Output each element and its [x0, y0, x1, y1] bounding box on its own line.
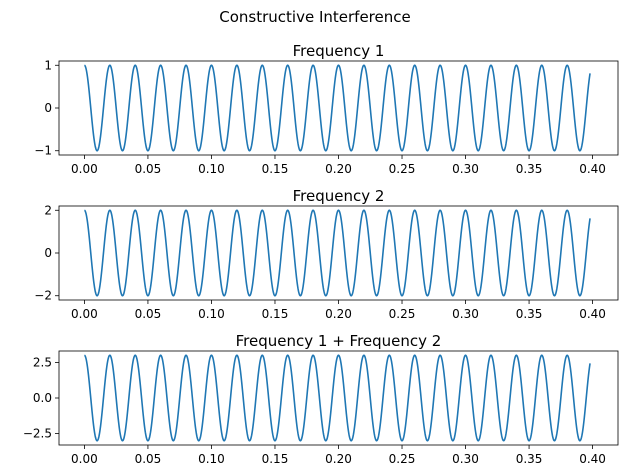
- y-tick-label: 2: [44, 203, 52, 217]
- x-tick-label: 0.30: [452, 452, 479, 466]
- panel-frequency-1: Frequency 1 0.00 0.05 0.10 0.15 0.20 0.25 0.30…: [34, 42, 619, 176]
- x-tick-label: 0.00: [71, 452, 98, 466]
- figure-suptitle: Constructive Interference: [219, 8, 410, 26]
- x-tick-label: 0.40: [579, 452, 606, 466]
- y-tick-label: 0: [44, 101, 52, 115]
- x-tick-label: 0.15: [262, 162, 289, 176]
- x-tick-label: 0.25: [389, 162, 416, 176]
- x-tick-label: 0.35: [516, 452, 543, 466]
- panel-title: Frequency 1 + Frequency 2: [236, 332, 442, 350]
- x-tick-label: 0.00: [71, 162, 98, 176]
- x-tick-label: 0.25: [389, 452, 416, 466]
- y-tick-label: 2.5: [33, 355, 52, 369]
- x-tick-label: 0.15: [262, 307, 289, 321]
- x-tick-label: 0.40: [579, 162, 606, 176]
- panel-title: Frequency 2: [293, 187, 385, 205]
- x-tick-label: 0.20: [325, 162, 352, 176]
- x-tick-label: 0.30: [452, 307, 479, 321]
- y-tick-label: 0: [44, 246, 52, 260]
- x-tick-label: 0.10: [198, 307, 225, 321]
- panel-sum: Frequency 1 + Frequency 2 0.00 0.05 0.10 0.…: [23, 332, 619, 466]
- series-line: [84, 209, 591, 297]
- x-tick-label: 0.35: [516, 307, 543, 321]
- y-tick-label: −2.5: [23, 427, 52, 441]
- x-tick-label: 0.10: [198, 162, 225, 176]
- x-tick-label: 0.30: [452, 162, 479, 176]
- x-tick-label: 0.00: [71, 307, 98, 321]
- x-tick-label: 0.20: [325, 452, 352, 466]
- y-tick-label: −2: [34, 289, 52, 303]
- x-tick-label: 0.35: [516, 162, 543, 176]
- y-tick-label: −1: [34, 144, 52, 158]
- series-line: [84, 64, 591, 152]
- x-tick-label: 0.40: [579, 307, 606, 321]
- series-line: [84, 354, 591, 442]
- x-tick-label: 0.05: [135, 162, 162, 176]
- x-tick-label: 0.20: [325, 307, 352, 321]
- y-tick-label: 1: [44, 58, 52, 72]
- x-tick-label: 0.10: [198, 452, 225, 466]
- panel-title: Frequency 1: [293, 42, 385, 60]
- x-tick-label: 0.05: [135, 452, 162, 466]
- y-tick-label: 0.0: [33, 391, 52, 405]
- panel-frequency-2: Frequency 2 0.00 0.05 0.10 0.15 0.20 0.25 0.30…: [34, 187, 619, 321]
- x-tick-label: 0.05: [135, 307, 162, 321]
- x-tick-label: 0.15: [262, 452, 289, 466]
- x-tick-label: 0.25: [389, 307, 416, 321]
